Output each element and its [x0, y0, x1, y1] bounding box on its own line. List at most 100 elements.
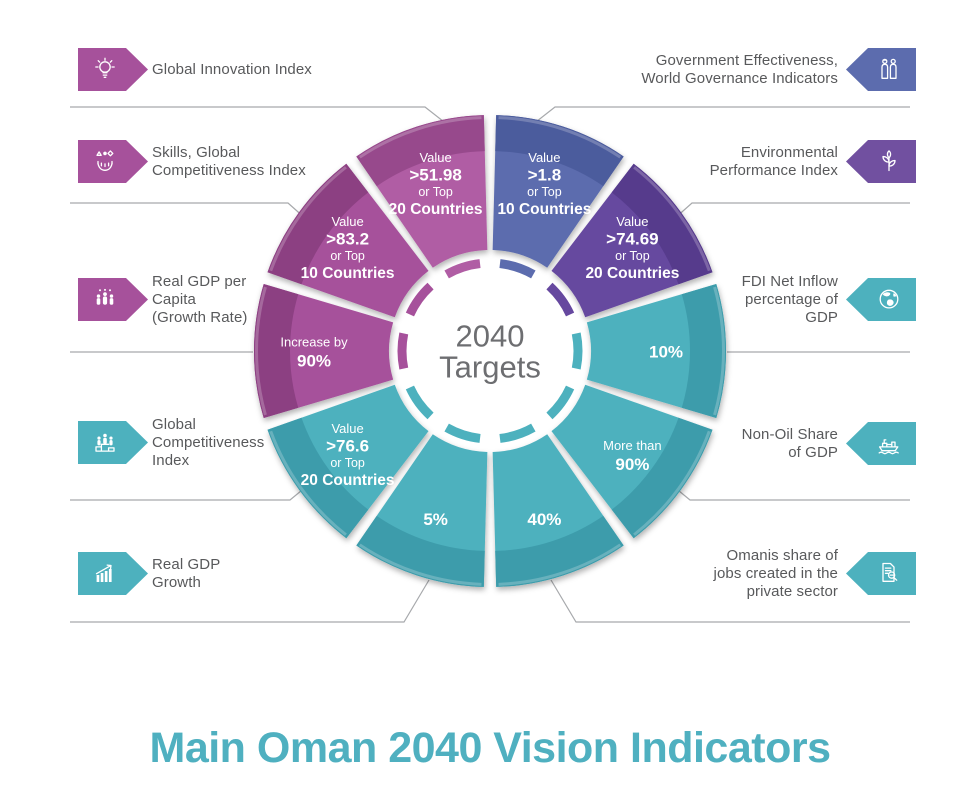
- indicator-label: Omanis share of jobs created in the privat…: [714, 547, 838, 601]
- indicator-label-line: Environmental: [740, 143, 838, 161]
- indicator-label-line: Competitiveness Index: [152, 161, 306, 179]
- badge-shape: [846, 422, 916, 465]
- indicator-label-line: Performance Index: [709, 161, 838, 179]
- segment-outer-highlight: [269, 166, 347, 272]
- indicator-label: Non-Oil Share of GDP: [742, 426, 838, 462]
- badge-shape: [78, 140, 148, 183]
- segment-label-line: or Top: [330, 249, 365, 263]
- segment-label-line: Value: [528, 150, 560, 165]
- segment-label-line: 20 Countries: [389, 201, 483, 218]
- globe-badge: [846, 278, 916, 321]
- segment-rim: [356, 515, 485, 587]
- population-icon: [96, 288, 114, 305]
- people-badge: [846, 48, 916, 91]
- badge-shape: [846, 552, 916, 595]
- ship-icon: [878, 439, 899, 455]
- indicator-label: FDI Net Inflow percentage of GDP: [742, 273, 838, 327]
- center-label: 2040: [456, 319, 525, 354]
- indicator-label-line: GDP: [805, 308, 838, 326]
- segment-label-line: 10 Countries: [301, 265, 395, 282]
- skills-icon: [96, 150, 114, 171]
- segment-label-line: Value: [616, 214, 648, 229]
- inner-ring-arc: [397, 332, 409, 370]
- inner-ring-arc: [546, 282, 575, 317]
- segment-rim: [356, 115, 485, 187]
- segment-outer-highlight: [255, 286, 267, 416]
- badge-shape: [846, 48, 916, 91]
- segment-outer-highlight: [498, 543, 622, 586]
- inner-ring-arc: [444, 423, 481, 443]
- indicator-label-line: Capita: [152, 290, 196, 308]
- segment-outer-highlight: [633, 430, 711, 536]
- segment-outer-highlight: [713, 286, 725, 416]
- indicator-label-line: Non-Oil Share: [741, 425, 838, 443]
- segment-label-line: >83.2: [326, 230, 369, 249]
- plant-badge: [846, 140, 916, 183]
- indicator-label: Real GDP per Capita (Growth Rate): [152, 273, 248, 327]
- segment-outer-highlight: [269, 430, 347, 536]
- indicator-label: Skills, Global Competitiveness Index: [152, 144, 306, 180]
- segment-rim: [267, 163, 369, 285]
- segment-rim: [495, 515, 624, 587]
- segment-label-line: >74.69: [606, 230, 658, 249]
- indicator-label-line: Skills, Global: [152, 143, 241, 161]
- skills-badge: [78, 140, 148, 183]
- badge-shape: [78, 421, 148, 464]
- inner-ring-arc: [444, 259, 481, 279]
- indicator-label-line: (Growth Rate): [152, 308, 248, 326]
- podium-icon: [95, 433, 115, 452]
- indicator-label-line: Competitiveness: [152, 433, 265, 451]
- growth-chart-badge: [78, 552, 148, 595]
- plant-icon: [882, 150, 896, 172]
- inner-ring-arc: [405, 385, 434, 420]
- segment-rim: [495, 115, 624, 187]
- segment-label-line: >1.8: [528, 166, 562, 185]
- segment-rim: [611, 417, 713, 539]
- segment-rim: [267, 417, 369, 539]
- indicator-label: Government Effectiveness, World Governanc…: [641, 52, 838, 88]
- indicator-label: Environmental Performance Index: [710, 144, 838, 180]
- indicator-label: Global Competitiveness Index: [152, 416, 264, 470]
- center-label: Targets: [439, 350, 541, 385]
- indicator-label-line: Omanis share of: [726, 546, 838, 564]
- segment-outer-highlight: [498, 116, 622, 159]
- segment-rim: [681, 283, 726, 419]
- segment-label-line: or Top: [527, 185, 562, 199]
- indicator-label: Real GDP Growth: [152, 556, 220, 592]
- badge-shape: [846, 278, 916, 321]
- indicator-label-line: jobs created in the: [713, 564, 838, 582]
- segment-rim: [611, 163, 713, 285]
- indicator-label-line: of GDP: [788, 443, 838, 461]
- segment-label-line: or Top: [330, 456, 365, 470]
- callout-line: [70, 579, 430, 623]
- indicator-label-line: FDI Net Inflow: [741, 272, 838, 290]
- inner-ring-arc: [546, 385, 575, 420]
- globe-icon: [879, 289, 899, 309]
- segment-label-line: More than: [603, 438, 662, 453]
- document-search-icon: [882, 562, 898, 582]
- segment-label-line: 10%: [649, 343, 683, 362]
- segment-label-line: 90%: [297, 352, 331, 371]
- segment-label-line: >51.98: [409, 166, 461, 185]
- inner-ring-arc: [499, 259, 536, 279]
- segment-label-line: 20 Countries: [301, 472, 395, 489]
- segment-label-line: Value: [331, 421, 363, 436]
- inner-ring-arc: [571, 332, 583, 370]
- indicator-label-line: private sector: [746, 582, 838, 600]
- podium-badge: [78, 421, 148, 464]
- indicator-label-line: Global Innovation Index: [152, 60, 312, 78]
- indicator-label-line: Growth: [152, 573, 201, 591]
- segment-outer-highlight: [358, 116, 482, 159]
- segment-rim: [253, 283, 299, 419]
- segment-label-line: Increase by: [280, 335, 348, 350]
- inner-ring-arcs: [397, 259, 583, 443]
- inner-ring-arc: [405, 282, 434, 317]
- wheel-segments: [253, 115, 726, 587]
- callout-line: [550, 579, 910, 623]
- segment-label-line: 90%: [615, 455, 649, 474]
- indicator-label-line: World Governance Indicators: [641, 69, 838, 87]
- segment-outer-highlight: [358, 543, 482, 586]
